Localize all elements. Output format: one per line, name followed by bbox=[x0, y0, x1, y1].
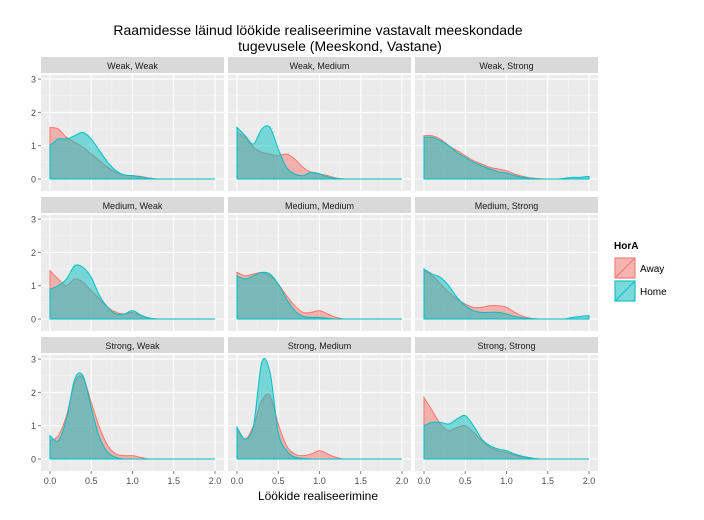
facet-strip-medium-medium bbox=[228, 197, 411, 213]
density-area-home bbox=[236, 358, 402, 460]
legend-label-away: Away bbox=[640, 264, 664, 275]
facet-strip-label: Strong, Strong bbox=[477, 341, 535, 351]
y-tick-label: 2 bbox=[31, 108, 36, 118]
x-tick-label: 0.5 bbox=[459, 476, 472, 486]
y-tick-label: 1 bbox=[31, 281, 36, 291]
facet-strip-weak-weak bbox=[41, 57, 224, 73]
facet-strip-label: Weak, Strong bbox=[479, 61, 533, 71]
density-area-home bbox=[49, 372, 215, 460]
y-tick-label: 2 bbox=[31, 248, 36, 258]
facet-strip-label: Weak, Weak bbox=[107, 61, 158, 71]
y-tick-label: 1 bbox=[31, 141, 36, 151]
y-tick-label: 0 bbox=[31, 175, 36, 185]
y-tick-label: 2 bbox=[31, 388, 36, 398]
facet-strip-medium-strong bbox=[415, 197, 598, 213]
density-area-home bbox=[236, 125, 402, 180]
facet-strip-weak-medium bbox=[228, 57, 411, 73]
facet-strip-label: Medium, Weak bbox=[103, 201, 163, 211]
x-tick-label: 0.5 bbox=[272, 476, 285, 486]
x-tick-label: 2.0 bbox=[583, 476, 596, 486]
x-tick-label: 0.0 bbox=[418, 476, 431, 486]
x-tick-label: 0.0 bbox=[231, 476, 244, 486]
x-tick-label: 0.0 bbox=[44, 476, 57, 486]
density-area-home bbox=[423, 268, 590, 320]
chart-title-line-1: Raamidesse läinud löökide realiseerimine… bbox=[113, 22, 523, 38]
x-tick-label: 1.5 bbox=[167, 476, 180, 486]
legend-key-diagonal bbox=[614, 257, 636, 279]
facet-strip-label: Strong, Weak bbox=[105, 341, 160, 351]
legend-key-diagonal bbox=[614, 280, 636, 302]
facet-strip-label: Medium, Medium bbox=[285, 201, 354, 211]
facet-strip-strong-weak bbox=[41, 337, 224, 353]
facet-panels: Weak, Weak 0 1 2 3 Weak, Medium Weak, Strong Me… bbox=[31, 57, 598, 486]
x-tick-label: 1.0 bbox=[500, 476, 513, 486]
x-tick-label: 1.5 bbox=[354, 476, 367, 486]
y-tick-label: 3 bbox=[31, 75, 36, 85]
facet-strip-label: Weak, Medium bbox=[290, 61, 350, 71]
legend-label-home: Home bbox=[640, 287, 667, 298]
x-tick-label: 2.0 bbox=[396, 476, 409, 486]
legend-title: HorA bbox=[614, 241, 638, 252]
y-tick-label: 3 bbox=[31, 355, 36, 365]
x-tick-label: 0.5 bbox=[85, 476, 98, 486]
facet-strip-weak-strong bbox=[415, 57, 598, 73]
facet-strip-label: Strong, Medium bbox=[288, 341, 352, 351]
chart-title-line-2: tugevusele (Meeskond, Vastane) bbox=[238, 38, 442, 54]
density-area-home bbox=[423, 136, 590, 180]
x-tick-label: 2.0 bbox=[209, 476, 222, 486]
density-area-home bbox=[49, 131, 215, 180]
y-tick-label: 1 bbox=[31, 421, 36, 431]
x-tick-label: 1.0 bbox=[313, 476, 326, 486]
y-tick-label: 0 bbox=[31, 455, 36, 465]
x-axis-label: Löökide realiseerimine bbox=[258, 489, 378, 503]
legend: HorA Away Home bbox=[614, 241, 667, 302]
density-area-home bbox=[423, 414, 589, 460]
x-tick-label: 1.0 bbox=[126, 476, 139, 486]
density-area-home bbox=[49, 264, 215, 320]
facet-strip-strong-strong bbox=[415, 337, 598, 353]
x-tick-label: 1.5 bbox=[541, 476, 554, 486]
facet-strip-strong-medium bbox=[228, 337, 411, 353]
y-tick-label: 0 bbox=[31, 315, 36, 325]
facet-strip-medium-weak bbox=[41, 197, 224, 213]
facet-strip-label: Medium, Strong bbox=[475, 201, 539, 211]
density-area-home bbox=[236, 271, 402, 320]
y-tick-label: 3 bbox=[31, 215, 36, 225]
